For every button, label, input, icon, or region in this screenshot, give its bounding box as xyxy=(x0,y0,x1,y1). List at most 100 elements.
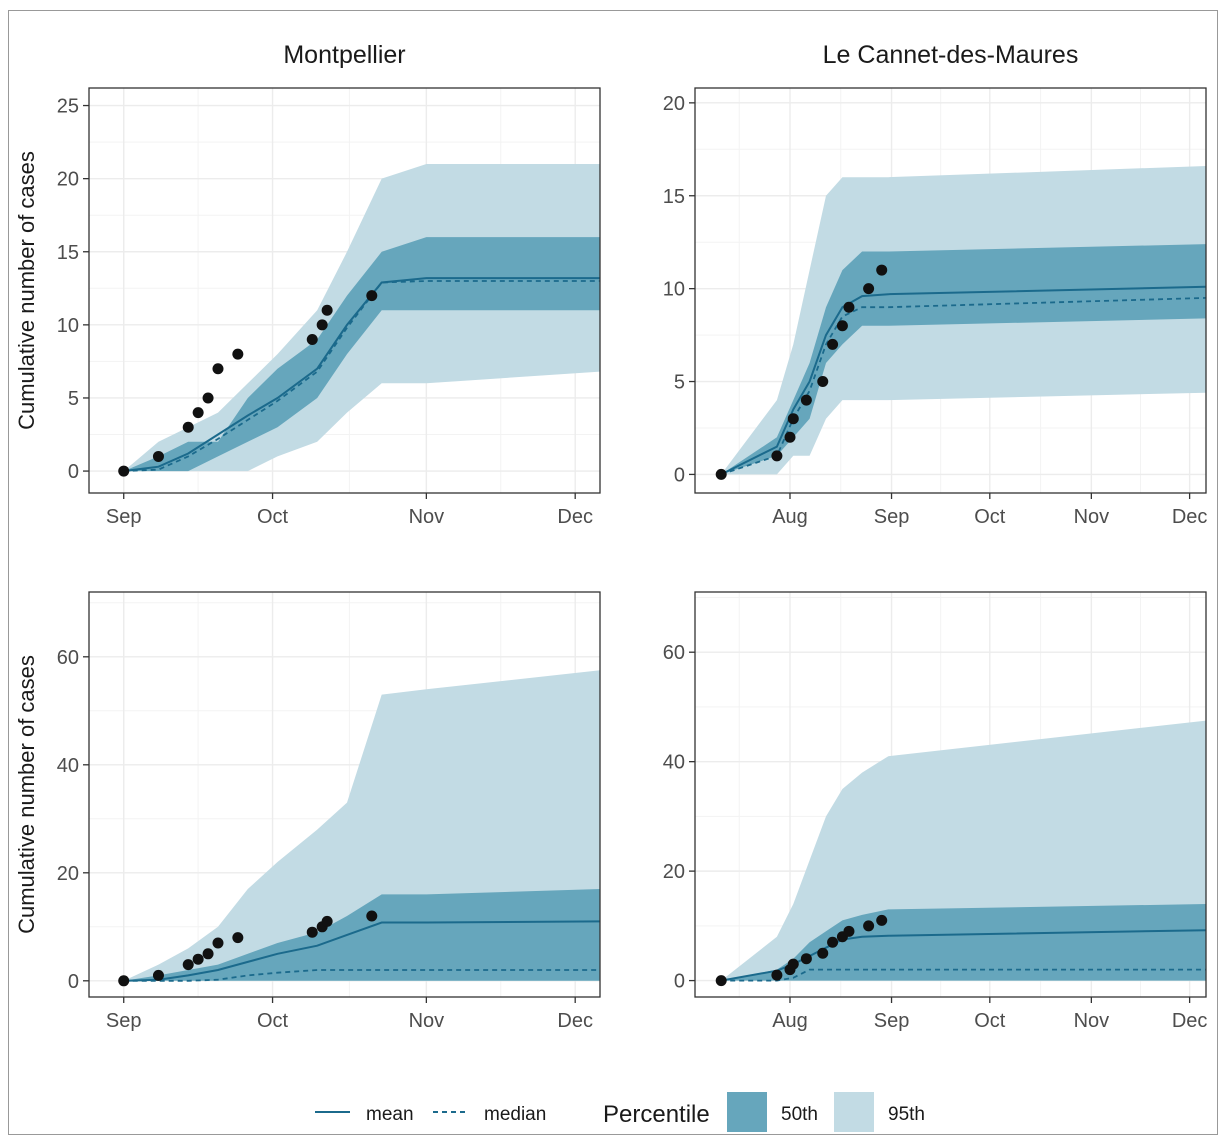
observed-point xyxy=(232,348,244,360)
observed-point xyxy=(771,450,783,462)
y-axis-label: Cumulative number of cases xyxy=(14,655,39,934)
observed-point xyxy=(202,392,214,404)
x-tick-label: Dec xyxy=(557,1010,593,1032)
y-tick-label: 10 xyxy=(57,315,79,337)
plot-area xyxy=(715,720,1206,987)
x-tick-label: Aug xyxy=(772,1010,808,1032)
panel-frame xyxy=(88,87,601,494)
observed-point xyxy=(800,953,812,965)
y-tick-label: 0 xyxy=(674,971,685,993)
legend-p50-swatch xyxy=(727,1092,767,1132)
x-tick-label: Sep xyxy=(106,1010,142,1032)
panel-le-cannet-top: 0 5 10 15 20 Aug Sep Oct Nov Dec Le Cannet-des-Mau… xyxy=(663,41,1208,528)
x-tick-label: Nov xyxy=(1074,1010,1110,1032)
plot-area xyxy=(715,166,1206,480)
x-tick-label: Sep xyxy=(106,506,142,528)
band-50th-percentile xyxy=(721,244,1206,475)
x-tick-label: Dec xyxy=(557,506,593,528)
observed-point xyxy=(232,932,244,944)
x-tick-label: Sep xyxy=(874,1010,910,1032)
observed-point xyxy=(876,914,888,926)
observed-point xyxy=(715,975,727,987)
observed-point xyxy=(202,948,214,960)
y-tick-label: 20 xyxy=(57,169,79,191)
x-tick-label: Nov xyxy=(1074,506,1110,528)
y-tick-label: 60 xyxy=(663,642,685,664)
x-tick-label: Sep xyxy=(874,506,910,528)
observed-point xyxy=(321,304,333,316)
observed-point xyxy=(817,376,829,388)
observed-point xyxy=(366,910,378,922)
observed-point xyxy=(863,920,875,932)
mean-line xyxy=(721,929,1206,982)
observed-point xyxy=(817,947,829,959)
y-tick-label: 15 xyxy=(57,242,79,264)
observed-point xyxy=(118,975,130,987)
panel-frame xyxy=(694,591,1207,998)
band-50th-percentile xyxy=(721,904,1206,981)
x-tick-label: Oct xyxy=(974,1010,1006,1032)
observed-point xyxy=(843,925,855,937)
observed-point xyxy=(715,468,727,480)
observed-point xyxy=(863,283,875,295)
observed-point xyxy=(784,431,796,443)
legend-p50-label: 50th xyxy=(781,1104,818,1125)
observed-point xyxy=(306,926,318,938)
y-tick-label: 5 xyxy=(68,388,79,410)
y-axis-label: Cumulative number of cases xyxy=(14,151,39,430)
x-tick-label: Dec xyxy=(1172,1010,1208,1032)
observed-point xyxy=(152,969,164,981)
observed-point xyxy=(800,394,812,406)
panel-frame xyxy=(694,87,1207,494)
observed-point xyxy=(827,338,839,350)
y-tick-label: 0 xyxy=(674,464,685,486)
observed-point xyxy=(152,450,164,462)
panel-montpellier-top: 0 5 10 15 20 25 Sep Oct Nov Dec Montpellier Cumulat… xyxy=(14,41,601,528)
panel-le-cannet-bottom: 0 20 40 60 Aug Sep Oct Nov Dec xyxy=(663,591,1208,1032)
observed-point xyxy=(192,407,204,419)
x-tick-label: Dec xyxy=(1172,506,1208,528)
observed-point xyxy=(321,915,333,927)
x-tick-label: Aug xyxy=(772,506,808,528)
observed-point xyxy=(192,953,204,965)
mean-line xyxy=(123,277,600,473)
y-tick-label: 25 xyxy=(57,96,79,118)
y-tick-label: 0 xyxy=(68,971,79,993)
y-tick-label: 40 xyxy=(57,755,79,777)
y-tick-label: 20 xyxy=(663,93,685,115)
observed-point xyxy=(316,319,328,331)
legend-percentile-title: Percentile xyxy=(603,1101,710,1128)
x-tick-label: Oct xyxy=(257,1010,289,1032)
y-tick-label: 10 xyxy=(663,279,685,301)
band-50th-percentile xyxy=(123,237,600,472)
band-50th-percentile xyxy=(123,889,600,981)
observed-point xyxy=(212,363,224,375)
panel-title: Le Cannet-des-Maures xyxy=(823,41,1079,69)
panel-title: Montpellier xyxy=(283,41,405,69)
y-tick-label: 20 xyxy=(57,863,79,885)
y-tick-label: 0 xyxy=(68,461,79,483)
observed-point xyxy=(827,936,839,948)
observed-point xyxy=(843,301,855,313)
panel-montpellier-bottom: 0 20 40 60 Sep Oct Nov Dec Cumulative number of … xyxy=(14,591,601,1032)
y-tick-label: 15 xyxy=(663,186,685,208)
median-line xyxy=(123,969,600,982)
legend-p95-swatch xyxy=(834,1092,874,1132)
observed-point xyxy=(787,413,799,425)
y-tick-label: 20 xyxy=(663,861,685,883)
plot-area xyxy=(118,164,600,477)
plot-area xyxy=(118,670,600,987)
mean-line xyxy=(720,285,1206,476)
mean-line xyxy=(123,920,600,982)
y-tick-label: 5 xyxy=(674,372,685,394)
x-tick-label: Oct xyxy=(257,506,289,528)
median-line xyxy=(720,297,1206,476)
observed-point xyxy=(771,969,783,981)
observed-point xyxy=(182,421,194,433)
legend-mean-label: mean xyxy=(366,1104,414,1125)
observed-point xyxy=(366,290,378,302)
y-tick-label: 40 xyxy=(663,752,685,774)
observed-point xyxy=(182,959,194,971)
observed-point xyxy=(787,958,799,970)
